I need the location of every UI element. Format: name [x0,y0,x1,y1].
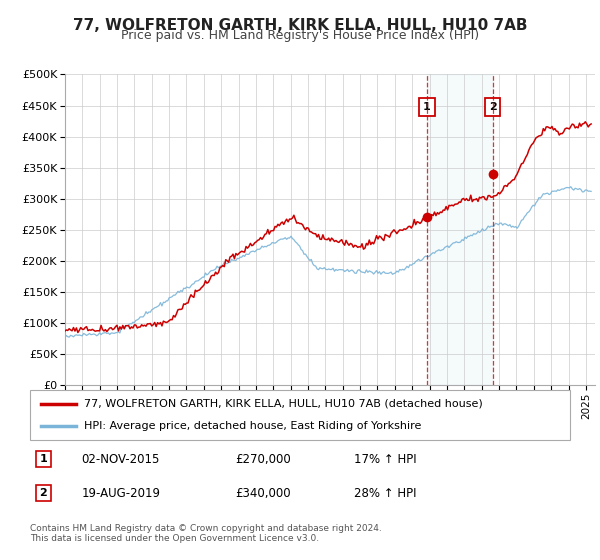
Text: £270,000: £270,000 [235,452,291,465]
Text: Contains HM Land Registry data © Crown copyright and database right 2024.
This d: Contains HM Land Registry data © Crown c… [30,524,382,543]
Text: 19-AUG-2019: 19-AUG-2019 [82,487,160,500]
Bar [427,74,493,385]
Text: Price paid vs. HM Land Registry's House Price Index (HPI): Price paid vs. HM Land Registry's House … [121,29,479,42]
Text: HPI: Average price, detached house, East Riding of Yorkshire: HPI: Average price, detached house, East… [84,421,421,431]
Text: 2: 2 [489,102,497,112]
Text: 1: 1 [423,102,431,112]
Text: 77, WOLFRETON GARTH, KIRK ELLA, HULL, HU10 7AB (detached house): 77, WOLFRETON GARTH, KIRK ELLA, HULL, HU… [84,399,483,409]
Text: 28% ↑ HPI: 28% ↑ HPI [354,487,416,500]
FancyBboxPatch shape [30,390,570,440]
Text: £340,000: £340,000 [235,487,291,500]
Text: 77, WOLFRETON GARTH, KIRK ELLA, HULL, HU10 7AB: 77, WOLFRETON GARTH, KIRK ELLA, HULL, HU… [73,18,527,33]
Text: 17% ↑ HPI: 17% ↑ HPI [354,452,416,465]
Text: 1: 1 [40,454,47,464]
Text: 02-NOV-2015: 02-NOV-2015 [82,452,160,465]
Text: 2: 2 [40,488,47,498]
